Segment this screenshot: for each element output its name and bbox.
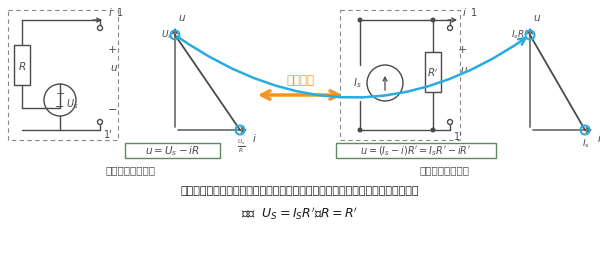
Text: $u=(I_s-i)R'=I_sR'-iR'$: $u=(I_s-i)R'=I_sR'-iR'$ [361,144,472,158]
Text: 电压源及其外特性: 电压源及其外特性 [105,165,155,175]
FancyArrowPatch shape [177,37,526,97]
Text: $U_s$: $U_s$ [161,29,173,41]
Bar [336,143,496,158]
Circle shape [358,17,362,22]
Text: −: − [108,105,118,115]
Circle shape [358,128,362,133]
Text: +: + [108,45,118,55]
Circle shape [448,120,452,125]
Text: +: + [458,45,467,55]
Text: $R$: $R$ [18,60,26,72]
Text: $u$: $u$ [460,65,468,75]
Text: $\frac{U_s}{R}$: $\frac{U_s}{R}$ [236,138,245,155]
Text: 1': 1' [104,130,113,140]
Text: $u = U_s - iR$: $u = U_s - iR$ [145,144,200,158]
Text: $u$: $u$ [178,13,186,23]
Text: $u$: $u$ [110,63,118,73]
Text: $i$: $i$ [597,132,600,144]
Text: $I_s$: $I_s$ [582,138,590,150]
Text: 要使电压源与电流源之间等效，需满足它们的外特性一样，两种组合彼此对外等效: 要使电压源与电流源之间等效，需满足它们的外特性一样，两种组合彼此对外等效 [181,186,419,196]
Circle shape [97,120,103,125]
Circle shape [97,26,103,31]
Text: 电流源及其外特性: 电流源及其外特性 [420,165,470,175]
Bar [125,143,220,158]
Bar [8,10,118,140]
Text: $U_s$: $U_s$ [66,97,79,111]
Text: $i$: $i$ [108,6,113,18]
Text: 1: 1 [471,8,477,18]
Text: 1: 1 [117,8,123,18]
Circle shape [431,17,436,22]
Bar [14,45,30,85]
Text: +: + [55,89,65,99]
Text: $I_s$: $I_s$ [353,76,362,90]
Text: 即：  $U_S = I_S R'$；$R = R'$: 即： $U_S = I_S R'$；$R = R'$ [241,205,359,221]
Circle shape [431,128,436,133]
Text: $u$: $u$ [533,13,541,23]
Circle shape [448,26,452,31]
Text: $i$: $i$ [252,132,257,144]
Text: $i$: $i$ [462,6,467,18]
Text: 1': 1' [454,132,463,142]
Text: 互相等效: 互相等效 [286,74,314,87]
Text: −: − [55,102,65,112]
Text: $R'$: $R'$ [427,67,439,79]
Bar [425,52,441,92]
Bar [340,10,460,140]
Text: $I_sR'$: $I_sR'$ [511,29,528,41]
